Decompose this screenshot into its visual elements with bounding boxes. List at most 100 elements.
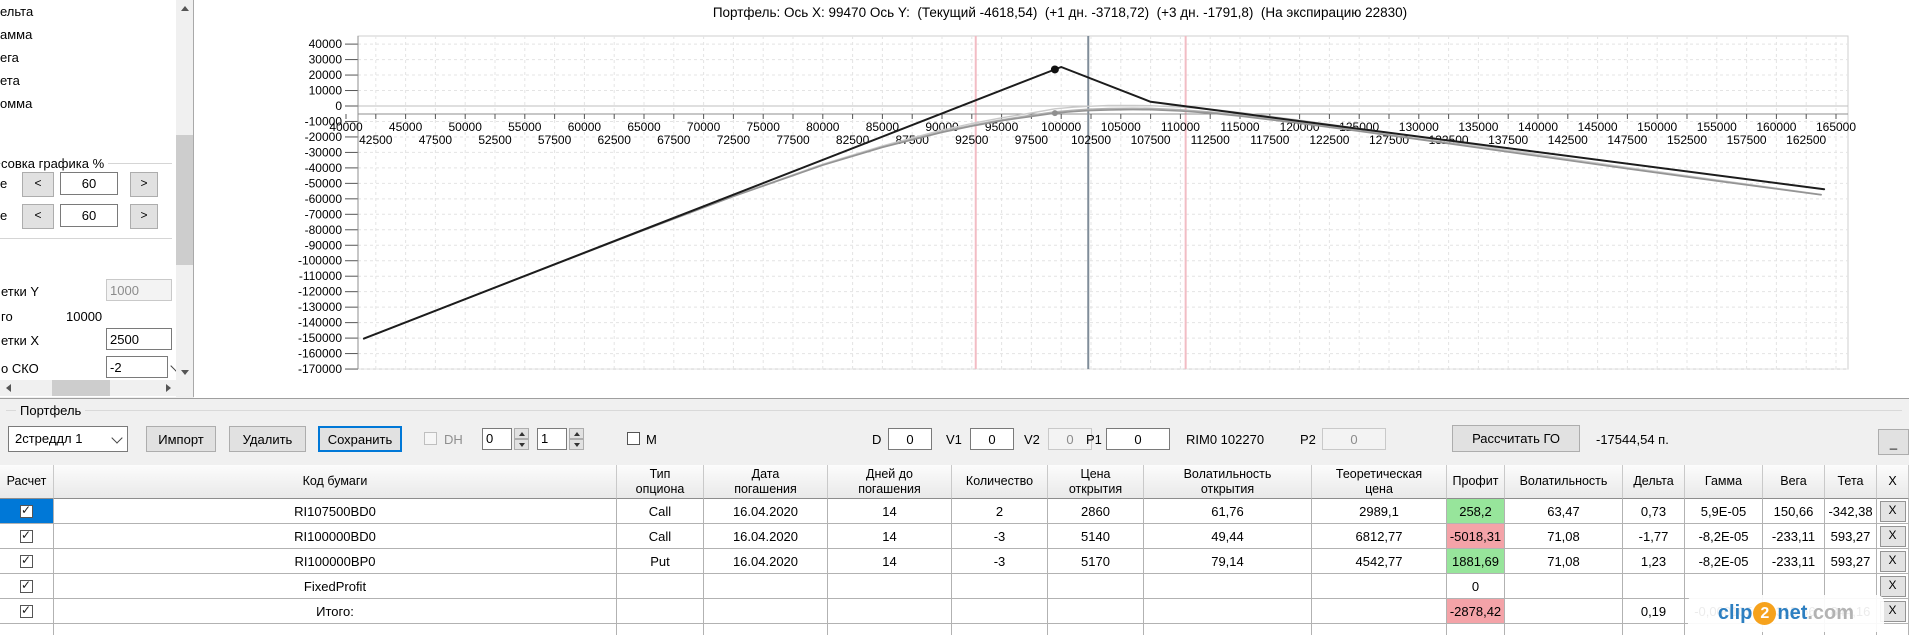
save-button[interactable]: Сохранить [318, 426, 402, 452]
draw-dec-button-1[interactable]: < [22, 204, 54, 229]
table-header-2[interactable]: Тип опциона [617, 465, 704, 499]
import-button[interactable]: Импорт [146, 426, 216, 452]
delete-row-button[interactable]: X [1879, 600, 1906, 622]
delete-row-button[interactable]: X [1879, 550, 1906, 572]
delete-row-button[interactable]: X [1879, 525, 1906, 547]
draw-dec-button-0[interactable]: < [22, 172, 54, 197]
svg-text:57500: 57500 [538, 133, 572, 147]
delete-button[interactable]: Удалить [229, 426, 306, 452]
table-header-7[interactable]: Волатильность открытия [1144, 465, 1312, 499]
calc-checkbox-cell[interactable] [0, 524, 54, 549]
vscroll-thumb[interactable] [176, 135, 193, 265]
row-calc-checkbox[interactable] [20, 603, 33, 618]
table-header-1[interactable]: Код бумаги [54, 465, 617, 499]
row-calc-checkbox[interactable] [20, 528, 33, 543]
sko-input[interactable] [106, 356, 168, 378]
p1-label: P1 [1086, 432, 1102, 447]
table-cell [952, 624, 1048, 635]
sidebar-panel: ельта амма ега ета омма совка графика % е < > е… [0, 0, 194, 397]
table-header-3[interactable]: Дата погашения [704, 465, 828, 499]
spinner-b[interactable]: 1 [537, 428, 584, 450]
row-calc-checkbox[interactable] [20, 553, 33, 568]
p1-input[interactable] [1106, 428, 1170, 450]
draw-inc-button-1[interactable]: > [130, 204, 158, 229]
row-calc-checkbox[interactable] [20, 578, 33, 593]
draw-inc-button-0[interactable]: > [130, 172, 158, 197]
svg-text:112500: 112500 [1191, 133, 1230, 147]
svg-text:70000: 70000 [687, 120, 721, 134]
spinner-a-up-icon[interactable] [514, 428, 529, 439]
svg-text:152500: 152500 [1667, 133, 1707, 147]
calc-checkbox-cell[interactable] [0, 549, 54, 574]
payoff-chart[interactable]: 400003000020000100000-10000-20000-30000-… [268, 26, 1868, 390]
spinner-b-value[interactable]: 1 [537, 428, 567, 450]
sidebar-vscrollbar[interactable] [176, 0, 193, 397]
table-header-11[interactable]: Дельта [1623, 465, 1685, 499]
minimize-button[interactable]: _ [1878, 429, 1909, 455]
svg-text:117500: 117500 [1250, 133, 1289, 147]
table-row-1: RI100000BD0Call16.04.202014-3514049,4468… [0, 524, 1909, 549]
hscroll-thumb[interactable] [52, 380, 110, 396]
draw-value-input-0[interactable] [60, 172, 118, 195]
table-header-6[interactable]: Цена открытия [1048, 465, 1144, 499]
delete-row-button[interactable]: X [1879, 500, 1906, 522]
portfolio-select[interactable]: 2стреддл 1 [8, 426, 128, 452]
svg-text:-160000: -160000 [298, 347, 342, 361]
spinner-b-down-icon[interactable] [569, 439, 584, 450]
svg-text:122500: 122500 [1309, 133, 1349, 147]
sidebar-item-greek-2[interactable]: ега [0, 50, 19, 65]
draw-value-input-1[interactable] [60, 204, 118, 227]
spinner-b-up-icon[interactable] [569, 428, 584, 439]
spinner-a-value[interactable]: 0 [482, 428, 512, 450]
calc-checkbox-cell[interactable] [0, 499, 54, 524]
hscroll-left-arrow-icon[interactable] [0, 380, 16, 396]
svg-text:160000: 160000 [1756, 120, 1796, 134]
calc-checkbox-cell[interactable] [0, 574, 54, 599]
m-checkbox-label: M [646, 432, 657, 447]
table-header-9[interactable]: Профит [1447, 465, 1505, 499]
vscroll-up-arrow-icon[interactable] [176, 0, 193, 16]
table-header-12[interactable]: Гамма [1685, 465, 1763, 499]
delete-row-button[interactable]: X [1879, 575, 1906, 597]
svg-text:80000: 80000 [806, 120, 840, 134]
table-cell: Call [617, 499, 704, 524]
svg-text:-140000: -140000 [298, 316, 342, 330]
table-cell: 258,2 [1447, 499, 1505, 524]
dh-checkbox[interactable] [424, 432, 437, 445]
table-header-0[interactable]: Расчет [0, 465, 54, 499]
row-calc-checkbox[interactable] [20, 503, 33, 518]
svg-text:142500: 142500 [1548, 133, 1588, 147]
calc-checkbox-cell[interactable] [0, 624, 54, 635]
table-header-13[interactable]: Вега [1763, 465, 1825, 499]
table-cell [1505, 624, 1623, 635]
table-header-4[interactable]: Дней до погашения [828, 465, 952, 499]
m-checkbox[interactable] [627, 432, 640, 445]
sidebar-item-greek-1[interactable]: амма [0, 27, 33, 42]
row-delete-cell: X [1877, 524, 1909, 549]
table-header-14[interactable]: Тета [1825, 465, 1877, 499]
d-input[interactable] [888, 428, 932, 450]
sidebar-hscrollbar[interactable] [0, 380, 176, 396]
sidebar-item-greek-3[interactable]: ета [0, 73, 20, 88]
table-header-5[interactable]: Количество [952, 465, 1048, 499]
table-cell [617, 574, 704, 599]
svg-text:-30000: -30000 [305, 145, 343, 159]
sidebar-item-greek-0[interactable]: ельта [0, 4, 34, 19]
spinner-a[interactable]: 0 [482, 428, 529, 450]
calc-checkbox-cell[interactable] [0, 599, 54, 624]
v2-label: V2 [1024, 432, 1040, 447]
spinner-a-down-icon[interactable] [514, 439, 529, 450]
table-header-10[interactable]: Волатильность [1505, 465, 1623, 499]
grid-x-input[interactable] [106, 328, 172, 350]
table-header-15[interactable]: X [1877, 465, 1909, 499]
table-cell: 14 [828, 499, 952, 524]
table-cell: -8,2E-05 [1685, 524, 1763, 549]
svg-text:147500: 147500 [1607, 133, 1647, 147]
calc-go-button[interactable]: Рассчитать ГО [1452, 425, 1580, 452]
vscroll-down-arrow-icon[interactable] [176, 364, 193, 380]
hscroll-right-arrow-icon[interactable] [160, 380, 176, 396]
table-header-8[interactable]: Теоретическая цена [1312, 465, 1447, 499]
table-cell [1312, 624, 1447, 635]
v1-input[interactable] [970, 428, 1014, 450]
sidebar-item-greek-4[interactable]: омма [0, 96, 33, 111]
